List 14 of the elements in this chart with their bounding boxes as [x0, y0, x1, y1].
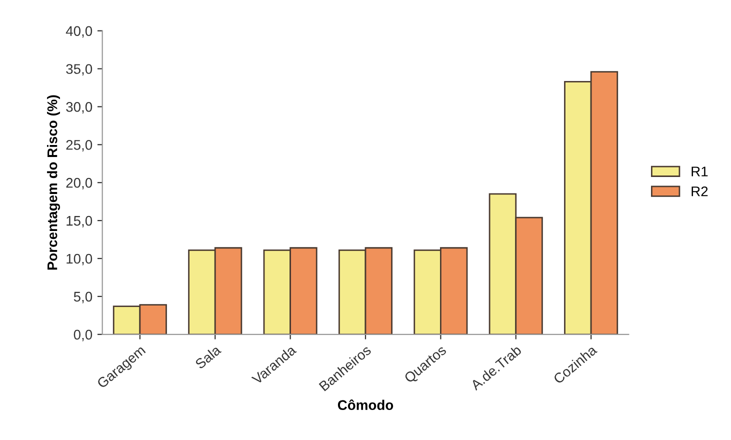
- y-tick-label: 40,0: [66, 26, 92, 38]
- y-tick-label: 0,0: [74, 330, 92, 342]
- y-tick-label: 35,0: [66, 64, 92, 76]
- y-tick-label: 25,0: [66, 140, 92, 152]
- y-axis-title: Porcentagem do Risco (%): [47, 95, 60, 270]
- y-tick-label: 10,0: [66, 254, 92, 266]
- y-tick-label: 20,0: [66, 178, 92, 190]
- y-tick-label: 30,0: [66, 102, 92, 114]
- legend-label: R2: [692, 186, 708, 196]
- legend-label: R1: [692, 166, 708, 176]
- x-axis-title: Cômodo: [338, 399, 394, 410]
- x-tick-label: Sala: [194, 344, 222, 370]
- y-tick-label: 15,0: [66, 216, 92, 228]
- y-tick-label: 5,0: [74, 292, 92, 304]
